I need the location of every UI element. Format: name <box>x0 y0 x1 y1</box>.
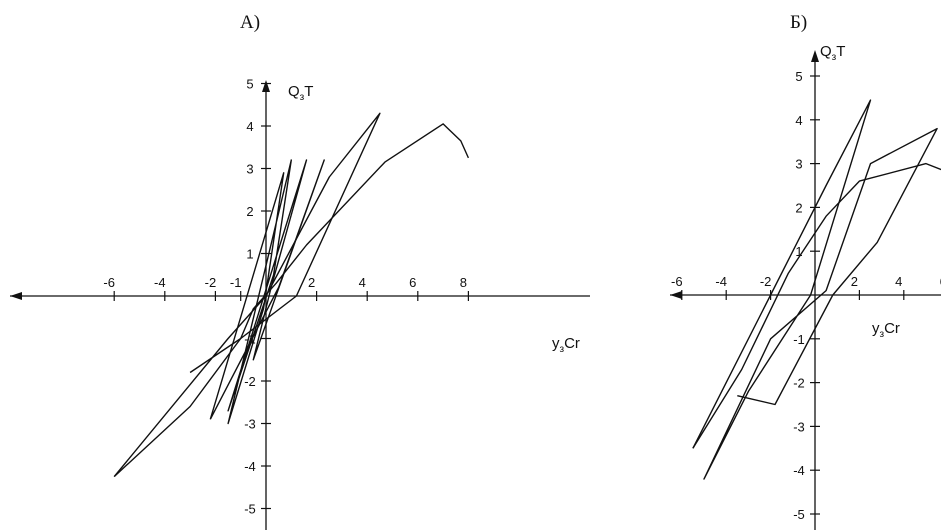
panel-b-series-line-1 <box>692 162 941 449</box>
panel-a-y-axis-arrow <box>262 80 270 92</box>
panel-a-y-tick-label: -4 <box>244 459 256 474</box>
panel-a-y-axis-title: QзT <box>288 83 313 103</box>
panel-a-y-tick-label: -5 <box>244 502 256 517</box>
panel-a-x-tick-label: -4 <box>154 275 166 290</box>
panel-a-y-tick-label: 4 <box>246 119 253 134</box>
panel-a-x-tick-label: -1 <box>230 275 242 290</box>
panel-a-x-tick-label: 8 <box>460 275 467 290</box>
panel-b-x-tick-label: 2 <box>851 274 858 289</box>
panel-a-x-tick-label: 4 <box>359 275 366 290</box>
panel-b-y-tick-label: 5 <box>795 69 802 84</box>
panel-b-x-tick-label: -6 <box>671 274 683 289</box>
panel-a-series-line-3 <box>209 159 325 425</box>
panel-a-series <box>113 112 470 478</box>
chart-panel-b: Б) -6 -4 -2 2 4 6 -5 -4 -3 -2 -1 1 2 3 4 5 QзT yзCr <box>670 12 941 530</box>
panel-b-y-axis-title: QзT <box>820 43 845 63</box>
panel-a-x-tick-label: 2 <box>308 275 315 290</box>
panel-b-x-tick-label: -4 <box>715 274 727 289</box>
panel-a-y-tick-label: 2 <box>246 204 253 219</box>
panel-a-x-tick-label: -2 <box>205 275 217 290</box>
panel-a-series-line-1 <box>113 123 470 478</box>
panel-b-y-tick-label: 2 <box>795 200 802 215</box>
panel-a-y-tick-label: -2 <box>244 374 256 389</box>
panel-b-x-tick-label: 4 <box>895 274 902 289</box>
panel-b-y-tick-label: -1 <box>793 332 805 347</box>
panel-b-series <box>692 99 941 480</box>
panel-b-y-axis-arrow <box>811 50 819 62</box>
panel-a-x-axis-title: yзCr <box>552 335 580 355</box>
panel-b-y-tick-label: 3 <box>795 157 802 172</box>
panel-a-x-axis-arrow <box>10 292 22 300</box>
panel-a-y-tick-label: 3 <box>246 162 253 177</box>
panel-b-x-tick-label: -2 <box>760 274 772 289</box>
panel-b-axes <box>670 50 941 530</box>
panel-a-label: А) <box>240 12 260 33</box>
panel-b-label: Б) <box>790 12 807 33</box>
panel-a-x-tick-label: 6 <box>409 275 416 290</box>
panel-b-series-line-2 <box>692 99 938 480</box>
panel-b-y-tick-label: -4 <box>793 463 805 478</box>
panel-b-x-tick-label: 6 <box>940 274 941 289</box>
panel-b-x-axis-title: yзCr <box>872 320 900 340</box>
panel-a-y-tick-label: 1 <box>246 247 253 262</box>
panel-b-y-tick-label: -3 <box>793 419 805 434</box>
panel-a-y-tick-label: 5 <box>246 77 253 92</box>
panel-a-y-tick-label: -3 <box>244 417 256 432</box>
panel-b-y-tick-label: -5 <box>793 507 805 522</box>
panel-b-y-tick-label: 4 <box>795 113 802 128</box>
panel-b-x-axis-arrow <box>670 291 682 299</box>
panel-a-x-tick-label: -6 <box>103 275 115 290</box>
panel-b-y-tick-label: 1 <box>795 244 802 259</box>
panel-b-y-tick-label: -2 <box>793 376 805 391</box>
